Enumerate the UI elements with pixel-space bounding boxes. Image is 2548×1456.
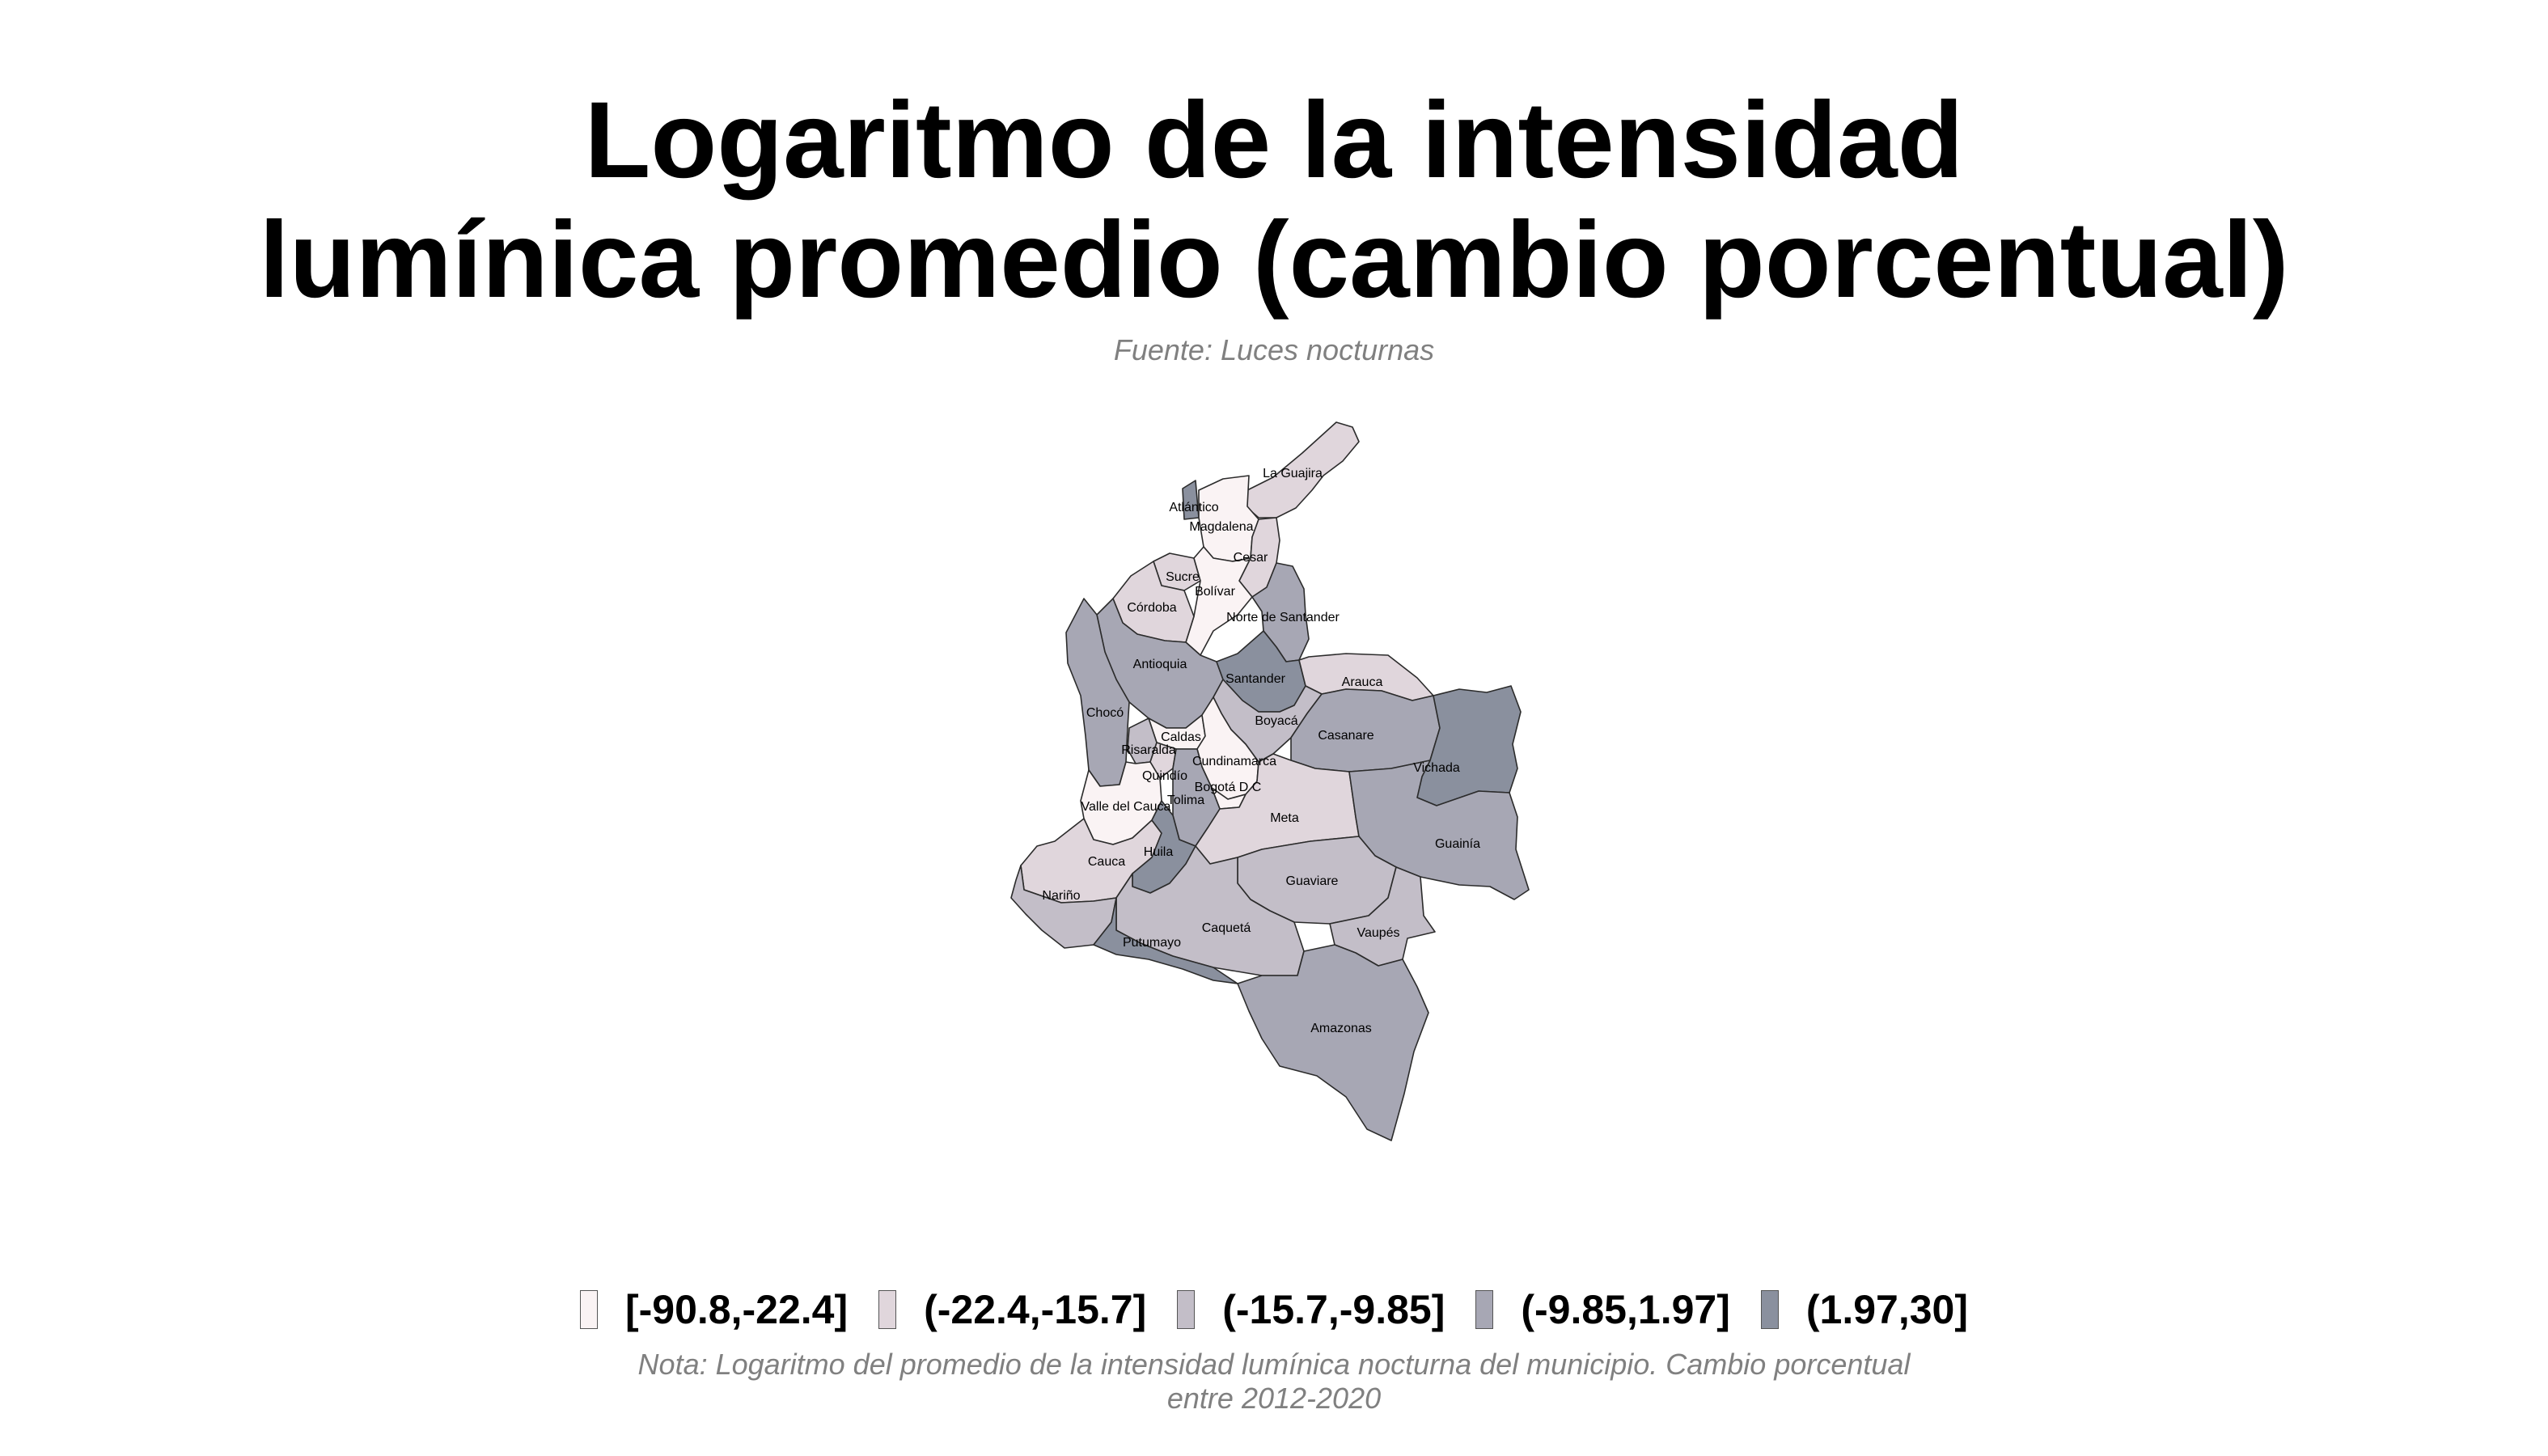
legend-label-5: (1.97,30] xyxy=(1805,1287,1968,1332)
footnote: Nota: Logaritmo del promedio de la inten… xyxy=(0,1348,2548,1416)
dept-la-guajira xyxy=(1245,421,1360,518)
dept-label-caqueta: Caquetá xyxy=(1202,921,1251,935)
legend-swatch-5 xyxy=(1760,1290,1779,1329)
dept-label-la-guajira: La Guajira xyxy=(1263,467,1323,480)
dept-label-narino: Nariño xyxy=(1042,889,1080,903)
dept-label-magdalena: Magdalena xyxy=(1189,520,1253,534)
chart-title-line-2: lumínica promedio (cambio porcentual) xyxy=(259,200,2289,320)
legend-item-4: (-9.85,1.97] xyxy=(1475,1286,1730,1333)
dept-label-guaviare: Guaviare xyxy=(1286,874,1339,888)
dept-label-caldas: Caldas xyxy=(1161,730,1201,744)
dept-label-cauca: Cauca xyxy=(1088,855,1125,869)
dept-label-quindio: Quindío xyxy=(1142,769,1187,783)
dept-label-guainia: Guainía xyxy=(1435,837,1480,851)
dept-label-boyaca: Boyacá xyxy=(1255,714,1297,728)
legend-item-1: [-90.8,-22.4] xyxy=(580,1286,848,1333)
legend-label-2: (-22.4,-15.7] xyxy=(924,1287,1147,1332)
legend-item-2: (-22.4,-15.7] xyxy=(878,1286,1146,1333)
dept-label-atlantico: Atlántico xyxy=(1169,501,1218,514)
legend-item-5: (1.97,30] xyxy=(1760,1286,1968,1333)
dept-label-choco: Chocó xyxy=(1086,706,1124,720)
dept-label-santander: Santander xyxy=(1225,672,1286,686)
dept-label-antioquia: Antioquia xyxy=(1133,658,1187,671)
legend: [-90.8,-22.4] (-22.4,-15.7] (-15.7,-9.85… xyxy=(0,1286,2548,1333)
legend-item-3: (-15.7,-9.85] xyxy=(1177,1286,1445,1333)
dept-label-norte-de-santander: Norte de Santander xyxy=(1226,611,1340,624)
legend-label-3: (-15.7,-9.85] xyxy=(1222,1287,1445,1332)
chart-title-line-1: Logaritmo de la intensidad xyxy=(584,80,1964,201)
dept-label-arauca: Arauca xyxy=(1342,675,1383,689)
legend-label-4: (-9.85,1.97] xyxy=(1521,1287,1730,1332)
dept-label-vaupes: Vaupés xyxy=(1357,926,1399,940)
legend-swatch-2 xyxy=(878,1290,897,1329)
footnote-line-2: entre 2012-2020 xyxy=(1166,1382,1382,1415)
dept-label-risaralda: Risaralda xyxy=(1121,743,1176,757)
dept-label-huila: Huila xyxy=(1144,845,1174,859)
dept-label-meta: Meta xyxy=(1270,811,1299,825)
legend-swatch-1 xyxy=(580,1290,598,1329)
legend-label-1: [-90.8,-22.4] xyxy=(625,1287,849,1332)
legend-swatch-3 xyxy=(1177,1290,1196,1329)
dept-label-cundinamarca: Cundinamarca xyxy=(1192,755,1276,768)
dept-label-tolima: Tolima xyxy=(1167,794,1204,807)
dept-label-bolivar: Bolívar xyxy=(1195,585,1235,599)
dept-guainia xyxy=(1348,760,1530,900)
legend-swatch-4 xyxy=(1475,1290,1494,1329)
dept-label-amazonas: Amazonas xyxy=(1310,1022,1372,1035)
dept-label-sucre: Sucre xyxy=(1166,570,1200,584)
dept-label-cesar: Cesar xyxy=(1234,551,1268,565)
dept-label-valle-del-cauca: Valle del Cauca xyxy=(1081,800,1171,814)
dept-label-cordoba: Córdoba xyxy=(1127,601,1176,615)
dept-amazonas xyxy=(1237,944,1429,1141)
dept-label-casanare: Casanare xyxy=(1318,729,1373,743)
dept-putumayo xyxy=(1093,897,1238,984)
dept-label-vichada: Vichada xyxy=(1413,761,1460,775)
dept-label-putumayo: Putumayo xyxy=(1123,936,1181,950)
chart-subtitle: Fuente: Luces nocturnas xyxy=(1113,333,1435,366)
footnote-line-1: Nota: Logaritmo del promedio de la inten… xyxy=(637,1348,1911,1381)
dept-label-bogota-d-c: Bogotá D C xyxy=(1195,781,1262,794)
